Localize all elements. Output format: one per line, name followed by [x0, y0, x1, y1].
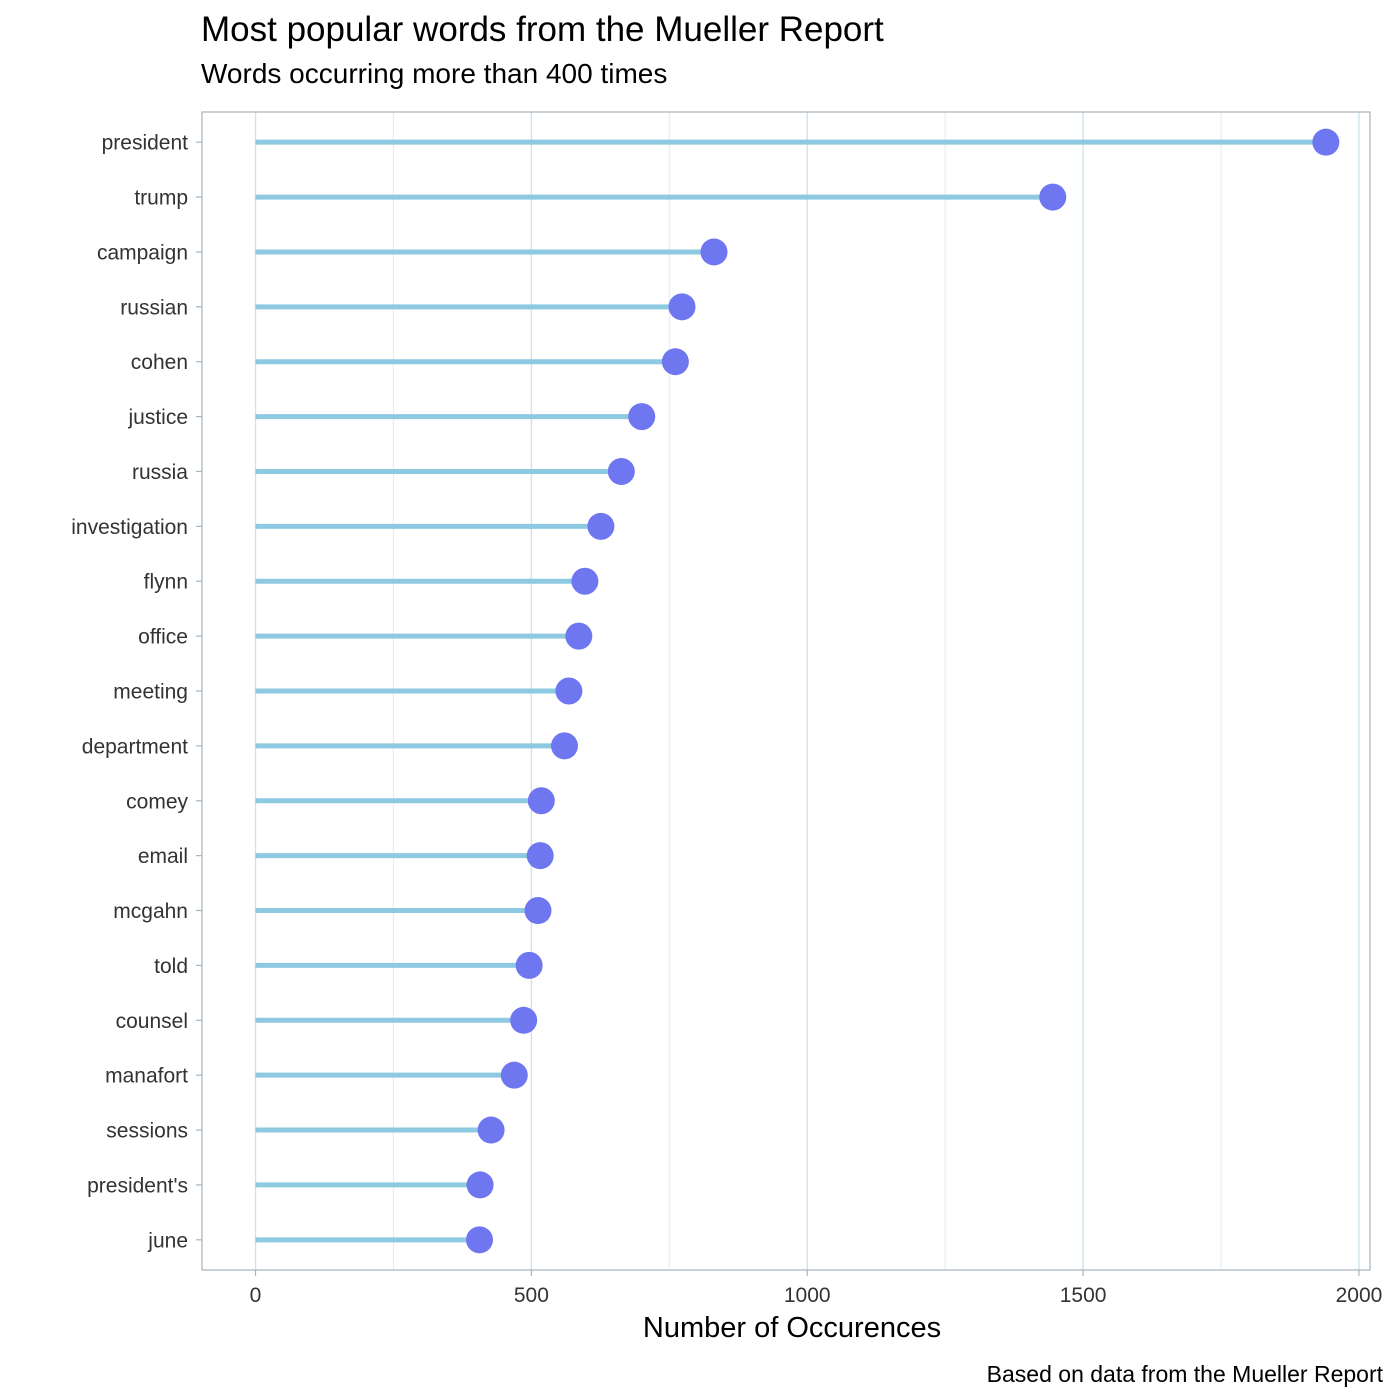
point-cohen — [661, 348, 689, 376]
x-tick-label: 0 — [250, 1284, 262, 1307]
x-tick-label: 500 — [514, 1284, 549, 1307]
x-tick-label: 1500 — [1060, 1284, 1107, 1307]
y-tick-label: meeting — [113, 681, 188, 704]
point-sessions — [477, 1116, 505, 1144]
y-tick-label: russian — [120, 296, 188, 319]
y-tick-label: counsel — [116, 1010, 188, 1033]
y-tick-label: russia — [132, 461, 188, 484]
y-tick-label: department — [82, 735, 188, 758]
y-tick-label: office — [138, 626, 188, 649]
point-email — [526, 842, 554, 870]
point-office — [565, 622, 593, 650]
y-tick-label: mcgahn — [113, 900, 188, 923]
y-tick-label: flynn — [144, 571, 188, 594]
x-axis: 0 500 1000 1500 2000 — [250, 1270, 1383, 1307]
point-campaign — [700, 238, 728, 266]
y-tick-label: investigation — [71, 516, 188, 539]
y-tick-label: cohen — [131, 351, 188, 374]
y-tick-label: comey — [126, 790, 188, 813]
point-trump — [1039, 183, 1067, 211]
point-president — [1312, 128, 1340, 156]
x-tick-label: 1000 — [784, 1284, 831, 1307]
point-investigation — [587, 512, 615, 540]
y-tick-label: president's — [87, 1174, 188, 1197]
point-manafort — [500, 1061, 528, 1089]
y-tick-label: president — [102, 132, 189, 155]
y-tick-label: campaign — [97, 241, 188, 264]
y-axis: president trump campaign russian cohen justic… — [71, 132, 202, 1252]
y-tick-label: manafort — [105, 1065, 188, 1088]
chart-subtitle: Words occurring more than 400 times — [201, 58, 668, 89]
point-june — [466, 1226, 494, 1254]
points — [466, 128, 1340, 1254]
point-president's — [466, 1171, 494, 1199]
chart-caption: Based on data from the Mueller Report — [987, 1361, 1384, 1387]
point-flynn — [571, 567, 599, 595]
x-tick-label: 2000 — [1336, 1284, 1383, 1307]
point-comey — [527, 787, 555, 815]
y-tick-label: june — [147, 1229, 188, 1252]
point-department — [550, 732, 578, 760]
y-tick-label: sessions — [106, 1120, 188, 1143]
point-russia — [607, 457, 635, 485]
point-justice — [628, 403, 656, 431]
y-tick-label: trump — [134, 187, 188, 210]
y-tick-label: justice — [127, 406, 188, 429]
stems — [255, 139, 1326, 1243]
point-counsel — [510, 1006, 538, 1034]
point-russian — [668, 293, 696, 321]
chart-title: Most popular words from the Mueller Repo… — [201, 10, 884, 49]
point-mcgahn — [524, 897, 552, 925]
y-tick-label: email — [138, 845, 188, 868]
point-told — [515, 951, 543, 979]
point-meeting — [555, 677, 583, 705]
y-tick-label: told — [154, 955, 188, 978]
x-axis-label: Number of Occurences — [643, 1312, 941, 1344]
